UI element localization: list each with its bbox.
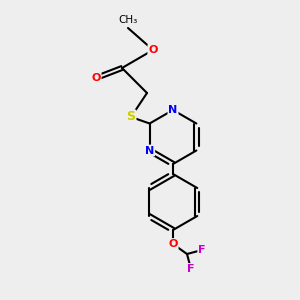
Text: O: O [148, 45, 158, 55]
Text: S: S [127, 110, 136, 124]
Text: F: F [187, 264, 195, 274]
Text: CH₃: CH₃ [118, 15, 138, 25]
Text: O: O [91, 73, 101, 83]
Text: N: N [145, 146, 154, 155]
Text: F: F [198, 245, 206, 255]
Text: N: N [168, 105, 178, 115]
Text: O: O [168, 239, 178, 249]
